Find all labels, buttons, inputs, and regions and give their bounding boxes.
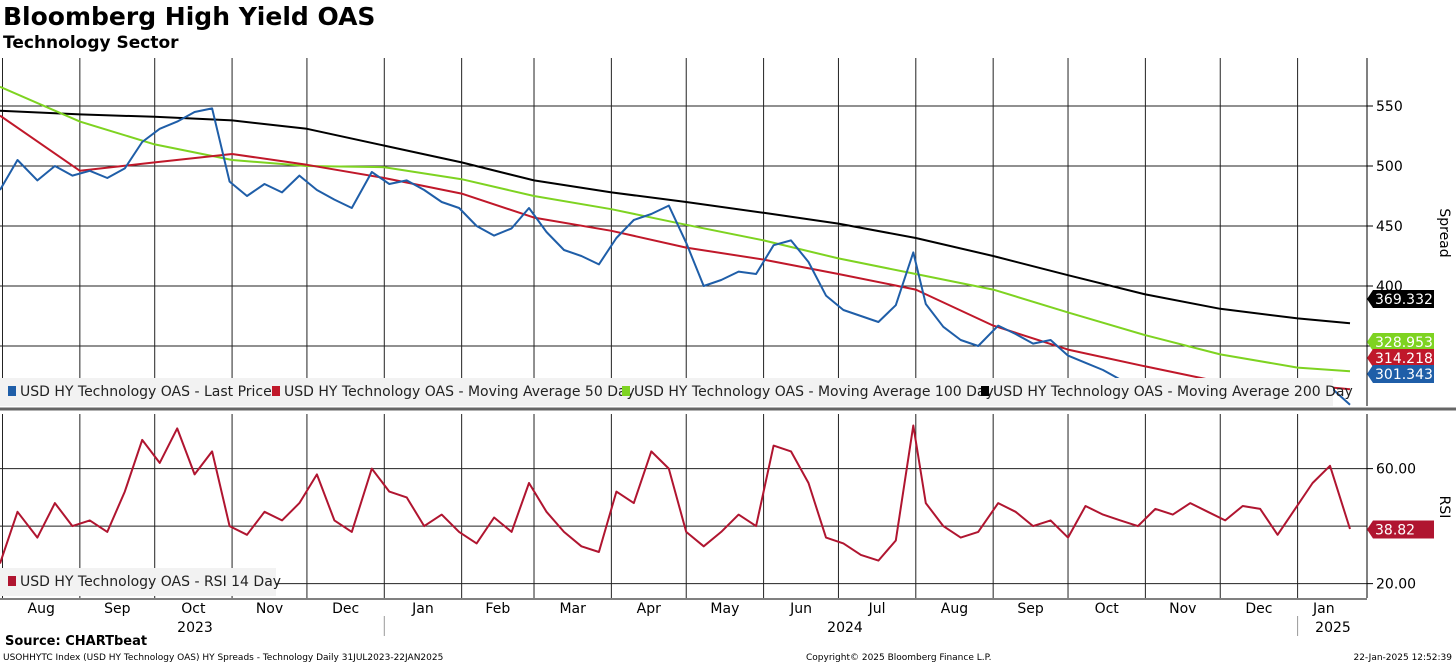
x-tick-label: Mar bbox=[559, 601, 586, 617]
legends: USD HY Technology OAS - Last Price USD HY… bbox=[0, 378, 1353, 596]
y-axis-label-lower: RSI bbox=[1436, 496, 1452, 519]
x-tick-label: Sep bbox=[1017, 601, 1044, 617]
value-tag: 314.218 bbox=[1367, 349, 1434, 367]
legend-entry: USD HY Technology OAS - RSI 14 Day bbox=[20, 574, 281, 590]
y-tick-label-lower: 60.00 bbox=[1376, 462, 1416, 478]
legend-entry: USD HY Technology OAS - Moving Average 1… bbox=[634, 384, 994, 400]
footer-right: 22-Jan-2025 12:52:39 bbox=[1353, 653, 1452, 663]
x-year-label: 2024 bbox=[827, 620, 863, 636]
series-line-ma200 bbox=[0, 109, 1351, 325]
series-lines bbox=[0, 85, 1351, 564]
x-year-label: 2023 bbox=[177, 620, 213, 636]
value-tag-label: 328.953 bbox=[1375, 335, 1433, 351]
legend-swatch bbox=[981, 386, 989, 396]
value-tag-box bbox=[1367, 520, 1434, 539]
value-tag-label: 314.218 bbox=[1375, 351, 1433, 367]
y-axis-label-upper: Spread bbox=[1436, 208, 1452, 257]
value-tag-box bbox=[1367, 365, 1434, 383]
x-tick-label: Aug bbox=[28, 601, 55, 617]
footer-center: Copyright© 2025 Bloomberg Finance L.P. bbox=[806, 653, 992, 663]
x-tick-label: Oct bbox=[1095, 601, 1120, 617]
legend-swatch bbox=[622, 386, 630, 396]
value-tag-box bbox=[1367, 333, 1434, 351]
x-tick-label: Feb bbox=[485, 601, 510, 617]
value-tag: 328.953 bbox=[1367, 333, 1434, 351]
series-line-ma100 bbox=[0, 85, 1351, 373]
chart-title: Bloomberg High Yield OAS bbox=[3, 2, 376, 31]
x-tick-label: Jan bbox=[1312, 601, 1335, 617]
y-tick-label-upper: 500 bbox=[1376, 159, 1403, 175]
chart-subtitle: Technology Sector bbox=[3, 33, 179, 53]
value-tag-box bbox=[1367, 349, 1434, 367]
x-year-label: 2025 bbox=[1315, 620, 1351, 636]
x-tick-label: May bbox=[710, 601, 739, 617]
legend-upper: USD HY Technology OAS - Last Price USD HY… bbox=[0, 378, 1353, 406]
axes: 35040045050055020.0060.00SpreadRSIAugSep… bbox=[0, 58, 1456, 636]
y-tick-label-upper: 550 bbox=[1376, 99, 1403, 115]
legend-background bbox=[0, 568, 276, 596]
x-tick-label: Jun bbox=[789, 601, 812, 617]
series-line-rsi bbox=[0, 424, 1351, 564]
series-line-last_price bbox=[0, 107, 1351, 406]
value-tag-label: 301.343 bbox=[1375, 367, 1433, 383]
legend-entry: USD HY Technology OAS - Last Price bbox=[20, 384, 272, 400]
x-tick-label: Nov bbox=[256, 601, 283, 617]
x-tick-label: Aug bbox=[941, 601, 968, 617]
x-tick-label: Oct bbox=[181, 601, 206, 617]
y-tick-label-upper: 450 bbox=[1376, 219, 1403, 235]
legend-entry: USD HY Technology OAS - Moving Average 5… bbox=[284, 384, 635, 400]
value-tag-label: 38.82 bbox=[1375, 523, 1415, 539]
y-tick-label-lower: 20.00 bbox=[1376, 577, 1416, 593]
source-label: Source: CHARTbeat bbox=[5, 634, 148, 649]
x-tick-label: Dec bbox=[1245, 601, 1272, 617]
value-tag: 369.332 bbox=[1367, 290, 1434, 308]
legend-background bbox=[0, 378, 1333, 406]
value-tag-box bbox=[1367, 290, 1434, 308]
legend-swatch bbox=[8, 576, 16, 586]
legend-swatch bbox=[8, 386, 16, 396]
legend-entry: USD HY Technology OAS - Moving Average 2… bbox=[993, 384, 1353, 400]
x-tick-label: Apr bbox=[637, 601, 661, 617]
value-tag-label: 369.332 bbox=[1375, 292, 1433, 308]
series-line-ma50 bbox=[0, 114, 1351, 391]
x-tick-label: Jul bbox=[868, 601, 886, 617]
x-tick-label: Jan bbox=[411, 601, 434, 617]
x-tick-label: Dec bbox=[332, 601, 359, 617]
x-tick-label: Nov bbox=[1169, 601, 1196, 617]
legend-lower: USD HY Technology OAS - RSI 14 Day bbox=[0, 568, 281, 596]
value-tag: 301.343 bbox=[1367, 365, 1434, 383]
footer-left: USOHHYTC Index (USD HY Technology OAS) H… bbox=[3, 653, 444, 663]
value-tag: 38.82 bbox=[1367, 520, 1434, 539]
legend-swatch bbox=[272, 386, 280, 396]
grid bbox=[0, 58, 1367, 598]
x-tick-label: Sep bbox=[104, 601, 131, 617]
